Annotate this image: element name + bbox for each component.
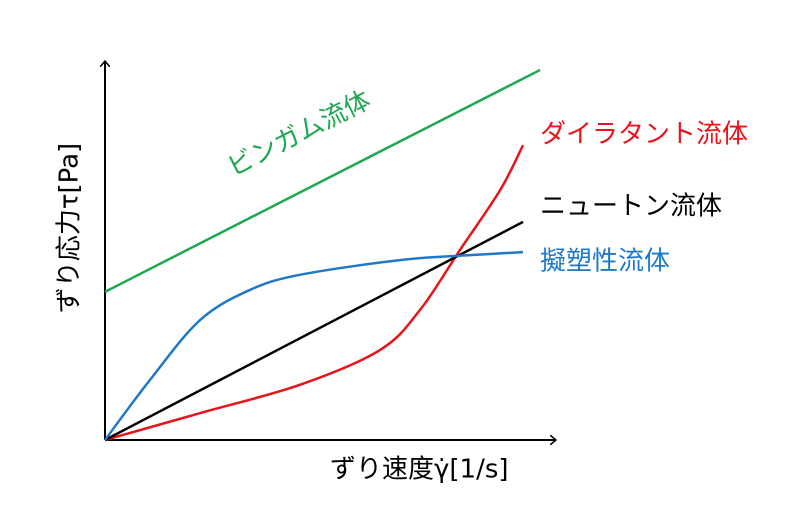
series-label: ダイラタント流体 [540,120,748,150]
series-label: ビンガム流体 [223,85,376,183]
x-axis-label: ずり速度γ̇[1/s] [330,455,509,485]
series-line [104,68,541,293]
series-label: ニュートン流体 [540,192,722,222]
series-line [103,250,524,441]
series-label: 擬塑性流体 [540,247,670,277]
y-axis-label: ずり応力τ[Pa] [55,143,85,313]
series-line [104,144,525,442]
series-line [104,220,524,442]
